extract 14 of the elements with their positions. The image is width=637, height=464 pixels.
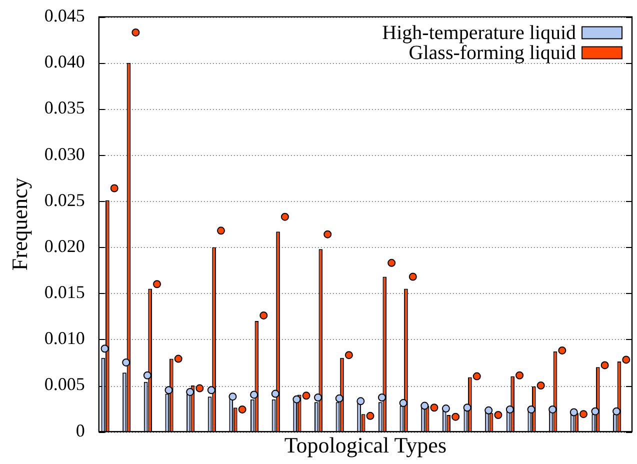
legend-label: High-temperature liquid xyxy=(382,22,576,44)
y-axis-title: Frequency xyxy=(6,178,32,271)
y-tick-label: 0.015 xyxy=(44,282,85,302)
y-tick-label: 0.030 xyxy=(44,144,85,164)
y-tick-label: 0.005 xyxy=(44,374,85,394)
x-axis-title: Topological Types xyxy=(284,432,447,458)
y-tick-label: 0 xyxy=(76,420,85,440)
y-tick-label: 0.025 xyxy=(44,190,85,210)
y-tick-label: 0.020 xyxy=(44,236,85,256)
y-tick-label: 0.040 xyxy=(44,52,85,72)
legend-label: Glass-forming liquid xyxy=(408,42,576,64)
y-tick-label: 0.035 xyxy=(44,98,85,118)
y-tick-label: 0.045 xyxy=(44,6,85,26)
y-tick-label: 0.010 xyxy=(44,328,85,348)
